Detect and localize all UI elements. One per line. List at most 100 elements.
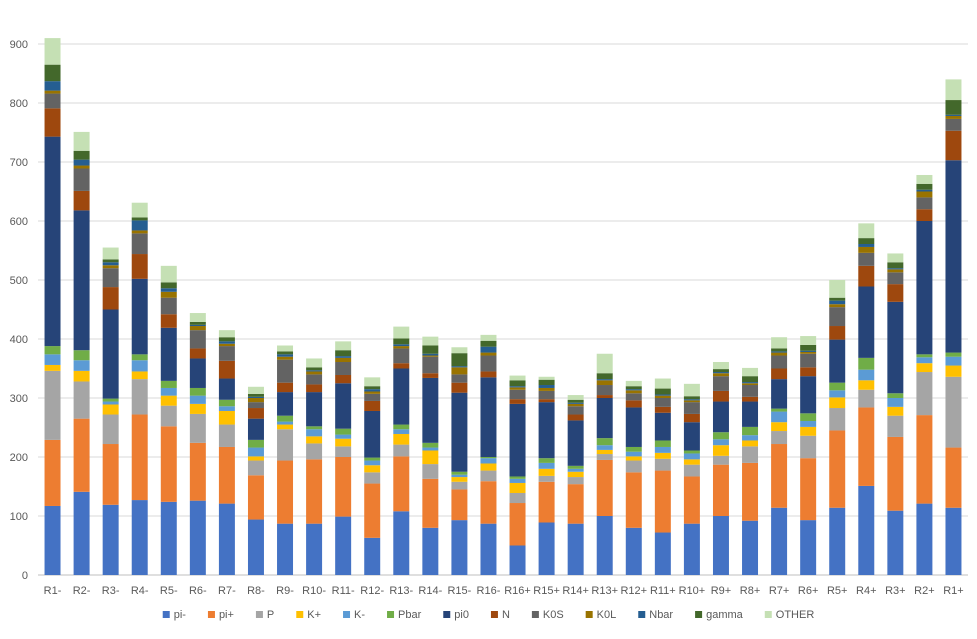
bar-segment-gamma xyxy=(887,262,904,269)
bar-segment-pi- xyxy=(73,418,90,492)
y-tick-label: 600 xyxy=(10,216,28,228)
bar-segment-other xyxy=(916,174,933,184)
bar-segment-k- xyxy=(858,380,875,390)
bar-segment-n xyxy=(625,400,642,408)
bar-segment-other xyxy=(509,375,526,381)
bar-segment-p xyxy=(422,464,439,479)
bar-segment-k0s xyxy=(393,348,410,364)
bar-segment-pi0 xyxy=(218,378,235,400)
bar-segment-pbar xyxy=(509,476,526,479)
bar-segment-pi- xyxy=(916,415,933,504)
legend-label: K- xyxy=(354,609,365,621)
bar-segment-pi- xyxy=(422,478,439,528)
x-tick-label: R6- xyxy=(189,585,207,597)
bar-segment-k- xyxy=(538,468,555,476)
x-tick-label: R2- xyxy=(73,585,91,597)
bar-segment-pbar xyxy=(887,393,904,398)
bar-segment-pi0 xyxy=(800,376,817,414)
bar-segment-nbar xyxy=(44,81,61,91)
bar-segment-gamma xyxy=(218,337,235,342)
bar-segment-pi- xyxy=(247,519,264,575)
bar-segment-gamma xyxy=(451,353,468,367)
bar-segment-other xyxy=(44,38,61,65)
bar-segment-k0l xyxy=(131,230,148,234)
bar-segment-k- xyxy=(625,451,642,457)
bar-segment-k0l xyxy=(102,265,119,269)
legend-item-k0l: K0L xyxy=(585,609,617,621)
bar-segment-other xyxy=(451,347,468,354)
bar-segment-other xyxy=(306,358,323,368)
bar-segment-k0l xyxy=(480,352,497,356)
bar-segment-pbar xyxy=(771,408,788,412)
bar-segment-k- xyxy=(422,447,439,451)
x-tick-label: R11+ xyxy=(650,585,676,597)
bar-segment-k0s xyxy=(277,359,294,383)
bar-segment-k- xyxy=(596,449,613,455)
bar-segment-k- xyxy=(102,401,119,405)
bar-segment-other xyxy=(742,367,759,377)
bar-segment-n xyxy=(538,399,555,403)
bar-segment-k0s xyxy=(742,385,759,397)
bar-segment-pi- xyxy=(102,444,119,505)
bar-segment-pi0 xyxy=(73,210,90,351)
bar-segment-pbar xyxy=(625,446,642,452)
y-tick-label: 300 xyxy=(10,393,28,405)
bar-segment-pi- xyxy=(189,442,206,501)
bar-segment-k0l xyxy=(887,269,904,273)
bar-segment-nbar xyxy=(596,379,613,381)
bar-segment-n xyxy=(742,396,759,402)
y-tick-label: 800 xyxy=(10,98,28,110)
bar-segment-pbar xyxy=(916,354,933,358)
bar-segment-p xyxy=(335,446,352,457)
bar-segment-nbar xyxy=(73,159,90,166)
x-tick-label: R8- xyxy=(247,585,265,597)
bar-segment-nbar xyxy=(538,385,555,388)
bar-segment-nbar xyxy=(422,353,439,356)
bar-segment-pi0 xyxy=(277,392,294,416)
bars xyxy=(44,38,962,575)
bar-segment-pi- xyxy=(771,444,788,508)
bar-segment-nbar xyxy=(654,394,671,396)
bar-segment-nbar xyxy=(306,370,323,372)
bar-segment-other xyxy=(189,313,206,322)
bar-segment-k0s xyxy=(247,402,264,409)
bar-segment-k- xyxy=(712,445,729,456)
bar-segment-k0l xyxy=(335,357,352,363)
x-tick-label: R10+ xyxy=(679,585,706,597)
bar-segment-pbar xyxy=(538,458,555,463)
bar-segment-k- xyxy=(422,450,439,465)
bar-segment-pi0 xyxy=(945,160,962,353)
bar-segment-nbar xyxy=(945,114,962,116)
bar-segment-gamma xyxy=(945,100,962,115)
bar-segment-k0s xyxy=(771,355,788,369)
bar-segment-k- xyxy=(73,370,90,382)
bar-segment-pi0 xyxy=(480,377,497,457)
bar-segment-gamma xyxy=(858,238,875,245)
bar-segment-gamma xyxy=(916,183,933,190)
x-tick-label: R8+ xyxy=(740,585,761,597)
bar-segment-pi- xyxy=(160,426,177,502)
bar-segment-nbar xyxy=(625,389,642,391)
bar-segment-k0l xyxy=(451,367,468,375)
bar-segment-k- xyxy=(596,445,613,450)
bar-segment-k0l xyxy=(218,343,235,347)
bar-segment-k0l xyxy=(277,356,294,360)
bar-segment-pi0 xyxy=(44,136,61,347)
bar-segment-p xyxy=(160,405,177,427)
y-tick-label: 700 xyxy=(10,157,28,169)
legend-label: OTHER xyxy=(776,609,815,621)
bar-segment-p xyxy=(887,415,904,437)
bar-segment-pi- xyxy=(800,458,817,521)
bar-segment-pi- xyxy=(131,414,148,501)
bar-segment-pi0 xyxy=(742,401,759,427)
bar-segment-pi- xyxy=(247,475,264,520)
bar-segment-pi- xyxy=(567,523,584,575)
bar-segment-nbar xyxy=(509,386,526,388)
bar-segment-pi- xyxy=(538,522,555,575)
bar-segment-pbar xyxy=(73,350,90,361)
bar-segment-pi- xyxy=(654,470,671,533)
bar-segment-pi0 xyxy=(887,301,904,394)
bar-segment-pi0 xyxy=(712,401,729,433)
bar-segment-k0l xyxy=(538,387,555,391)
legend-label: K0L xyxy=(597,609,617,621)
